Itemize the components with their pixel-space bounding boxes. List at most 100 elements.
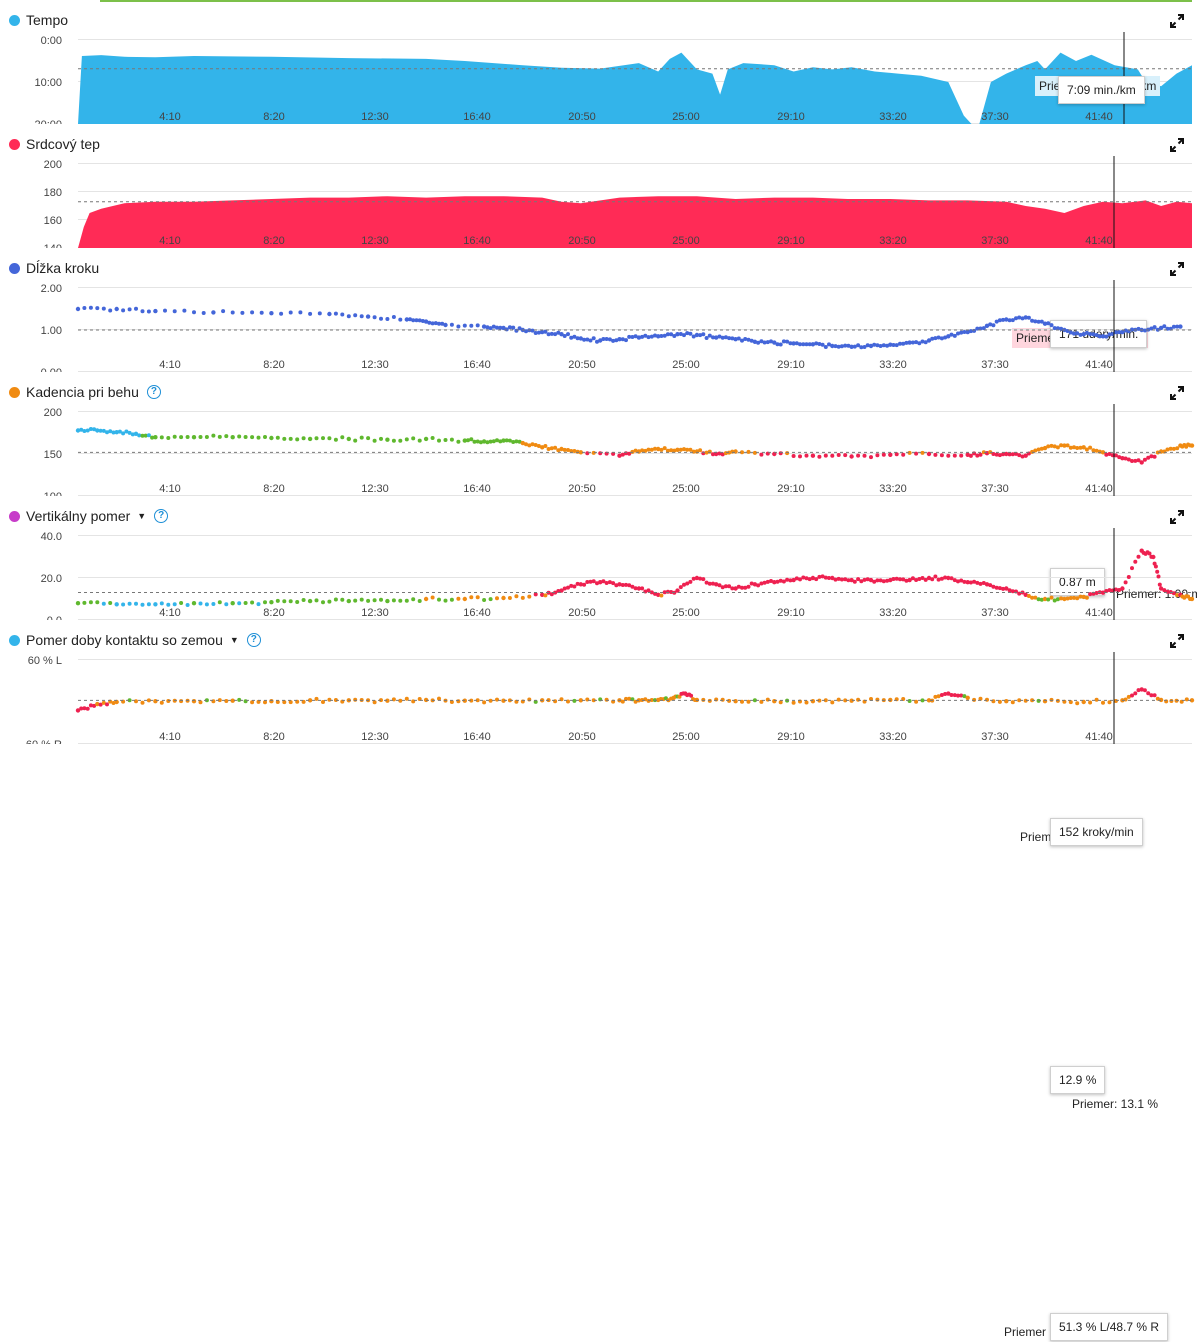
data-point bbox=[649, 698, 654, 702]
data-point bbox=[137, 433, 142, 438]
data-point bbox=[198, 700, 203, 705]
data-point bbox=[1175, 446, 1180, 451]
x-tick-label: 37:30 bbox=[981, 111, 1009, 123]
expand-icon[interactable] bbox=[1170, 634, 1184, 648]
data-point bbox=[949, 576, 954, 581]
data-point bbox=[1126, 694, 1131, 699]
data-point bbox=[640, 334, 645, 339]
data-point bbox=[959, 578, 964, 583]
data-point bbox=[778, 578, 783, 583]
data-point bbox=[1010, 318, 1015, 323]
data-point bbox=[659, 447, 664, 452]
data-point bbox=[130, 432, 135, 437]
data-point bbox=[640, 586, 645, 591]
data-point bbox=[617, 337, 622, 342]
data-point bbox=[549, 592, 554, 597]
average-label: Priemer: 13.1 % bbox=[1068, 1094, 1163, 1114]
x-tick-label: 33:20 bbox=[879, 731, 907, 743]
data-point bbox=[1036, 447, 1041, 452]
x-tick-label: 29:10 bbox=[777, 235, 805, 247]
data-point bbox=[1039, 597, 1044, 602]
data-point bbox=[585, 697, 590, 702]
data-point bbox=[553, 590, 558, 595]
data-point bbox=[488, 326, 493, 331]
data-point bbox=[707, 333, 712, 338]
x-tick-label: 8:20 bbox=[263, 235, 284, 247]
expand-icon[interactable] bbox=[1170, 510, 1184, 524]
expand-icon[interactable] bbox=[1170, 386, 1184, 400]
data-point bbox=[578, 582, 583, 587]
data-point bbox=[82, 306, 87, 310]
data-point bbox=[653, 446, 657, 451]
data-point bbox=[772, 340, 777, 345]
x-tick-label: 41:40 bbox=[1085, 483, 1113, 495]
data-point bbox=[1142, 688, 1147, 693]
data-point bbox=[984, 323, 990, 328]
data-point bbox=[689, 693, 694, 698]
data-point bbox=[646, 588, 651, 593]
data-point bbox=[978, 696, 983, 701]
data-point bbox=[769, 339, 773, 344]
data-point bbox=[437, 321, 441, 326]
data-point bbox=[926, 575, 932, 581]
data-point bbox=[92, 427, 97, 432]
data-point bbox=[333, 437, 338, 442]
x-tick-label: 8:20 bbox=[263, 607, 284, 619]
data-point bbox=[1091, 332, 1096, 337]
data-point bbox=[685, 331, 690, 336]
data-point bbox=[372, 700, 377, 705]
data-point bbox=[720, 452, 725, 457]
chart-panel-cadence: Kadencia pri behu? 200 150 100 4:10 8:20 12:30… bbox=[0, 372, 1197, 847]
data-point bbox=[965, 452, 970, 457]
data-point bbox=[1088, 700, 1093, 705]
expand-icon[interactable] bbox=[1170, 262, 1184, 276]
data-point bbox=[778, 700, 783, 705]
help-icon[interactable]: ? bbox=[246, 633, 261, 647]
data-point bbox=[105, 702, 109, 707]
data-point bbox=[275, 700, 280, 704]
data-point bbox=[778, 342, 783, 347]
data-point bbox=[540, 445, 545, 450]
expand-icon[interactable] bbox=[1170, 14, 1184, 28]
data-point bbox=[733, 586, 738, 591]
expand-icon[interactable] bbox=[1170, 138, 1184, 152]
data-point bbox=[649, 334, 654, 339]
help-icon[interactable]: ? bbox=[146, 385, 161, 399]
data-point bbox=[488, 439, 493, 444]
data-point bbox=[385, 437, 390, 442]
data-point bbox=[308, 311, 313, 316]
data-point bbox=[810, 575, 816, 581]
data-point bbox=[785, 451, 790, 456]
data-point bbox=[672, 334, 677, 338]
dropdown-caret-icon[interactable]: ▼ bbox=[229, 635, 239, 645]
data-point bbox=[533, 331, 538, 335]
data-point bbox=[698, 576, 703, 581]
data-point bbox=[830, 700, 835, 705]
data-point bbox=[114, 306, 119, 312]
data-point bbox=[646, 447, 651, 452]
data-point bbox=[546, 332, 551, 337]
data-point bbox=[385, 698, 390, 703]
x-tick-label: 25:00 bbox=[672, 359, 700, 371]
data-point bbox=[569, 583, 574, 588]
data-point bbox=[997, 453, 1002, 458]
y-tick-label: 200 bbox=[44, 407, 62, 419]
data-point bbox=[108, 601, 113, 605]
data-point bbox=[611, 451, 616, 456]
x-tick-label: 33:20 bbox=[879, 607, 907, 619]
data-point bbox=[462, 323, 467, 328]
data-point bbox=[372, 438, 377, 443]
data-point bbox=[865, 343, 870, 348]
data-point bbox=[1104, 334, 1109, 339]
data-point bbox=[1088, 592, 1093, 597]
data-point bbox=[433, 321, 438, 326]
data-point bbox=[1094, 697, 1099, 702]
data-point bbox=[1001, 452, 1006, 457]
data-point bbox=[1065, 596, 1070, 601]
data-point bbox=[333, 597, 338, 602]
data-point bbox=[1075, 596, 1080, 601]
data-point bbox=[1036, 698, 1041, 703]
dropdown-caret-icon[interactable]: ▼ bbox=[137, 511, 147, 521]
data-point bbox=[1004, 451, 1009, 457]
help-icon[interactable]: ? bbox=[154, 509, 169, 523]
